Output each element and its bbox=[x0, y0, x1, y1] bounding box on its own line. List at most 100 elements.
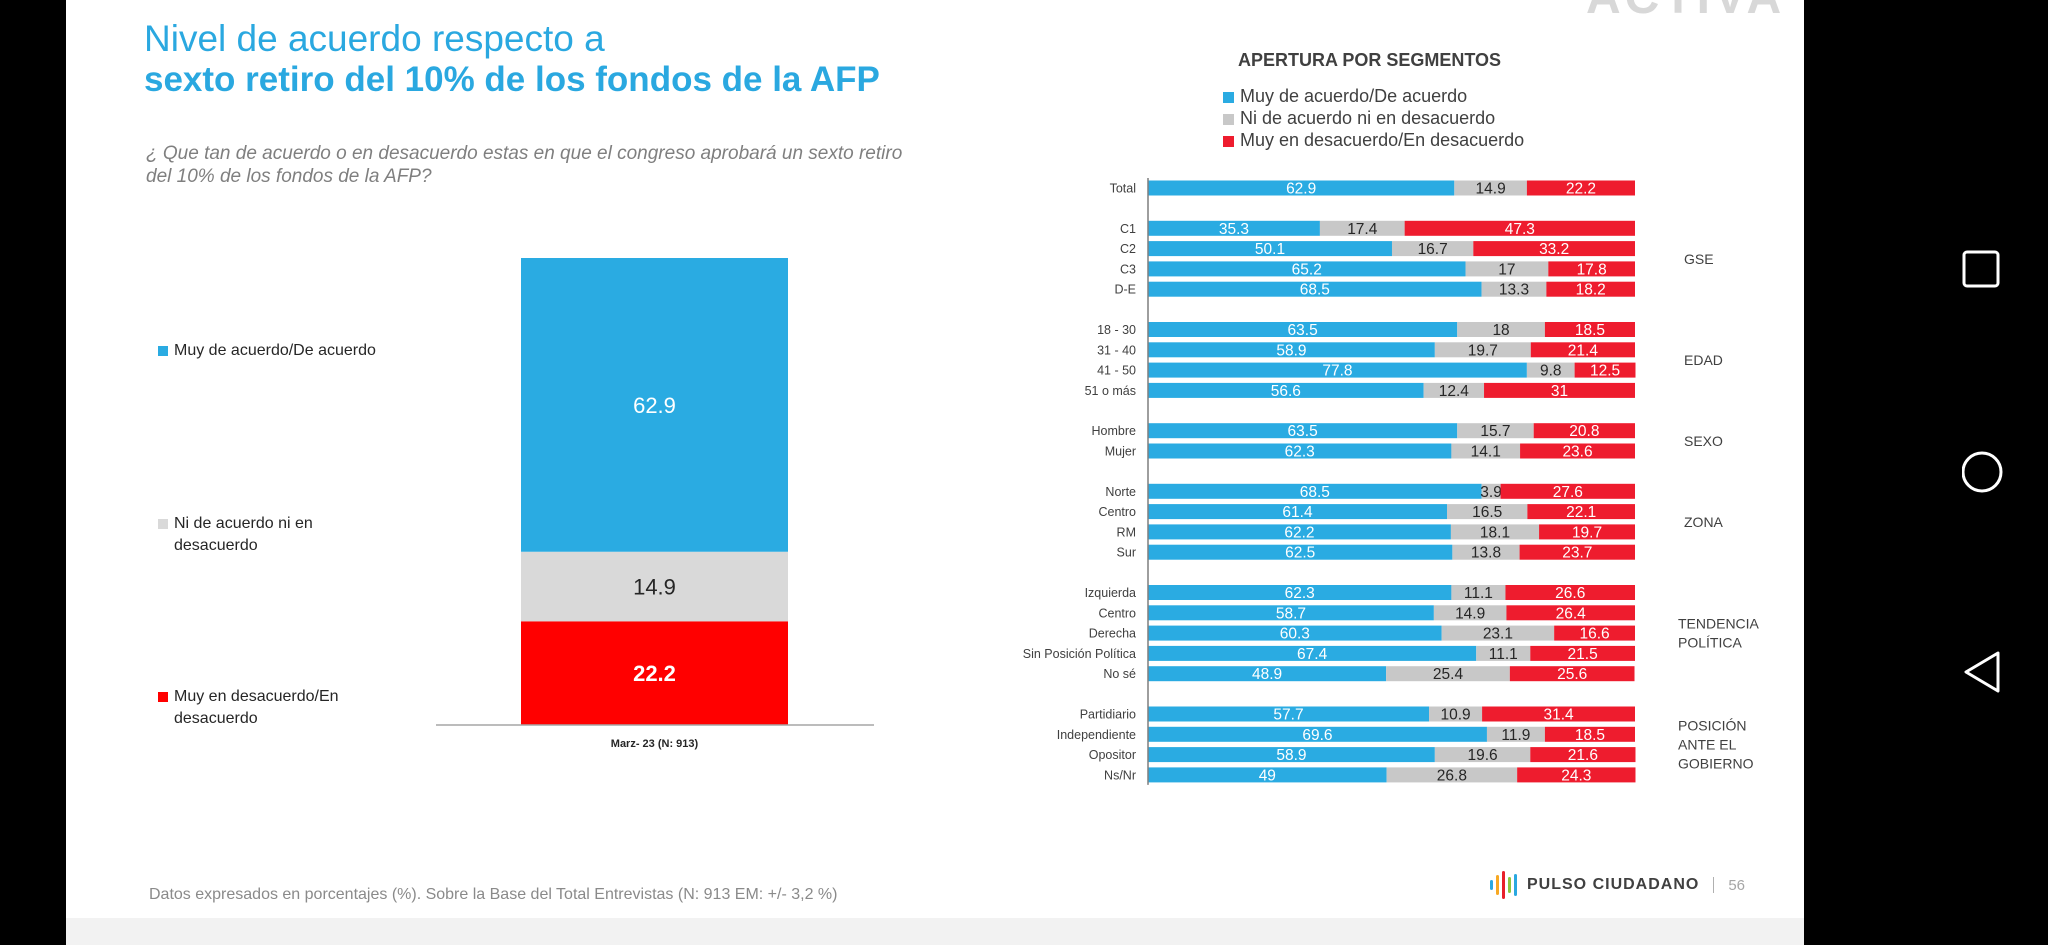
logo-bar bbox=[1514, 874, 1517, 896]
main-legend-disagree-label: Muy en desacuerdo/En desacuerdo bbox=[174, 688, 339, 727]
segment-bar-agree bbox=[1148, 220, 1320, 236]
segment-value-label: 18.1 bbox=[1480, 524, 1510, 541]
segment-bar-disagree bbox=[1404, 220, 1635, 236]
segment-value-label: 21.5 bbox=[1568, 646, 1598, 663]
segment-value-label: 12.5 bbox=[1590, 363, 1620, 380]
brand-footer: PULSO CIUDADANO 56 bbox=[1490, 870, 1745, 900]
segment-row-label: 18 - 30 bbox=[1097, 323, 1136, 337]
segment-value-label: 61.4 bbox=[1282, 504, 1313, 521]
segment-row-label: 41 - 50 bbox=[1097, 364, 1136, 378]
segment-value-label: 16.6 bbox=[1579, 626, 1609, 643]
brand-name: PULSO CIUDADANO bbox=[1527, 876, 1700, 893]
segment-row-label: C2 bbox=[1120, 242, 1136, 256]
back-button[interactable] bbox=[1962, 650, 2006, 699]
main-bar-neutral bbox=[521, 551, 788, 622]
segment-bar-disagree bbox=[1509, 666, 1635, 682]
segment-value-label: 18.2 bbox=[1576, 282, 1606, 299]
segment-bar-neutral bbox=[1486, 726, 1545, 742]
segment-row-label: Mujer bbox=[1105, 445, 1136, 459]
segment-bar-neutral bbox=[1386, 666, 1510, 682]
segment-bar-disagree bbox=[1484, 382, 1635, 398]
segment-row-label: Sur bbox=[1117, 546, 1136, 560]
logo-bar bbox=[1490, 880, 1493, 890]
segment-value-label: 35.3 bbox=[1219, 221, 1249, 238]
segment-value-label: 19.6 bbox=[1467, 747, 1497, 764]
segment-bar-disagree bbox=[1530, 342, 1635, 358]
segment-value-label: 56.6 bbox=[1271, 383, 1301, 400]
segment-row-label: Independiente bbox=[1057, 728, 1136, 742]
recents-button[interactable] bbox=[1962, 250, 2002, 295]
segment-value-label: 13.8 bbox=[1471, 545, 1501, 562]
back-triangle-icon bbox=[1964, 651, 2000, 693]
segment-value-label: 57.7 bbox=[1273, 707, 1303, 724]
main-bar-agree-label: 62.9 bbox=[633, 393, 676, 418]
segment-group-label: EDAD bbox=[1684, 352, 1723, 368]
segment-value-label: 21.4 bbox=[1568, 342, 1599, 359]
main-bar-neutral-label: 14.9 bbox=[633, 575, 676, 600]
segment-value-label: 15.7 bbox=[1480, 423, 1510, 440]
segment-bar-disagree bbox=[1482, 706, 1635, 722]
segment-bar-disagree bbox=[1505, 585, 1635, 600]
slide-bottom-edge bbox=[66, 918, 1804, 945]
segment-row-label: Sin Posición Política bbox=[1023, 647, 1136, 661]
segment-value-label: 67.4 bbox=[1297, 646, 1328, 663]
circle-icon bbox=[1961, 451, 2003, 493]
segment-row-label: Centro bbox=[1098, 606, 1136, 620]
segment-value-label: 23.7 bbox=[1562, 545, 1592, 562]
segment-bar-disagree bbox=[1530, 645, 1635, 661]
segment-bar-neutral bbox=[1447, 504, 1528, 520]
segment-value-label: 69.6 bbox=[1302, 727, 1332, 744]
segment-bar-disagree bbox=[1544, 726, 1635, 742]
segment-bar-disagree bbox=[1517, 767, 1636, 783]
segment-value-label: 62.9 bbox=[1286, 181, 1316, 198]
segment-value-label: 62.3 bbox=[1285, 444, 1315, 461]
segment-bar-neutral bbox=[1433, 605, 1507, 621]
segment-row-label: D-E bbox=[1114, 283, 1136, 297]
segment-bar-agree bbox=[1148, 767, 1387, 783]
segment-bar-agree bbox=[1148, 362, 1527, 378]
main-bar-agree bbox=[521, 258, 788, 552]
segment-bar-disagree bbox=[1506, 605, 1635, 621]
segment-bar-neutral bbox=[1451, 585, 1506, 600]
segment-value-label: 60.3 bbox=[1280, 626, 1310, 643]
segment-bar-disagree bbox=[1539, 524, 1635, 540]
segment-value-label: 19.7 bbox=[1468, 342, 1498, 359]
segment-bar-disagree bbox=[1526, 180, 1635, 196]
legend-swatch-agree bbox=[1223, 92, 1234, 103]
segment-row-label: No sé bbox=[1103, 667, 1136, 681]
segment-value-label: 58.7 bbox=[1276, 605, 1306, 622]
segment-value-label: 23.1 bbox=[1483, 626, 1513, 643]
segment-bar-neutral bbox=[1450, 524, 1540, 540]
segments-legend-neutral: Ni de acuerdo ni en desacuerdo bbox=[1223, 108, 1495, 129]
segment-row-label: RM bbox=[1117, 525, 1136, 539]
page-number: 56 bbox=[1728, 876, 1746, 894]
home-button[interactable] bbox=[1961, 450, 2006, 499]
logo-bar bbox=[1496, 875, 1499, 895]
segment-row-label: Ns/Nr bbox=[1104, 768, 1136, 782]
segment-value-label: 26.8 bbox=[1437, 767, 1467, 784]
main-legend-disagree: Muy en desacuerdo/En desacuerdo bbox=[158, 686, 358, 730]
segment-value-label: 24.3 bbox=[1561, 767, 1591, 784]
segment-bar-disagree bbox=[1530, 747, 1636, 763]
main-bar-disagree bbox=[521, 621, 788, 725]
segment-bar-disagree bbox=[1548, 261, 1635, 277]
segment-bar-agree bbox=[1148, 281, 1482, 297]
segment-value-label: 11.9 bbox=[1501, 727, 1530, 744]
segment-bar-agree bbox=[1148, 241, 1392, 257]
segment-value-label: 68.5 bbox=[1300, 282, 1330, 299]
android-nav-bar bbox=[1940, 0, 2048, 945]
segment-bar-agree bbox=[1148, 504, 1448, 520]
segment-bar-disagree bbox=[1574, 362, 1636, 378]
logo-bar bbox=[1508, 877, 1511, 893]
segment-row-label: Partidiario bbox=[1080, 708, 1136, 722]
segments-legend-agree-label: Muy de acuerdo/De acuerdo bbox=[1240, 86, 1468, 106]
segment-bar-neutral bbox=[1319, 220, 1405, 236]
segment-row-label: Centro bbox=[1098, 505, 1136, 519]
segment-value-label: 63.5 bbox=[1288, 423, 1318, 440]
segment-value-label: 31.4 bbox=[1543, 707, 1574, 724]
segment-row-label: Total bbox=[1110, 182, 1136, 196]
main-legend-agree: Muy de acuerdo/De acuerdo bbox=[158, 340, 376, 362]
segment-value-label: 14.9 bbox=[1455, 605, 1485, 622]
main-bar-disagree-label: 22.2 bbox=[633, 661, 676, 686]
segments-legend-neutral-label: Ni de acuerdo ni en desacuerdo bbox=[1240, 108, 1496, 128]
